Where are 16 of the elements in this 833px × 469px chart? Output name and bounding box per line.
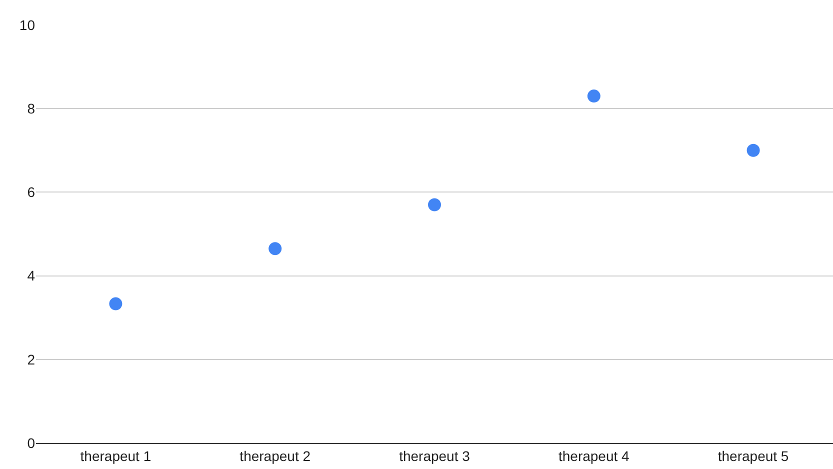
y-tick-label: 6 xyxy=(27,184,36,200)
point xyxy=(268,242,282,256)
x-tick-label: therapeut 5 xyxy=(718,448,789,464)
y-tick-label: 0 xyxy=(27,434,36,451)
y-tick-label: 4 xyxy=(27,268,36,284)
point xyxy=(587,90,600,103)
x-tick-label: therapeut 4 xyxy=(558,448,630,464)
x-tick-label: therapeut 3 xyxy=(399,448,470,464)
point xyxy=(109,297,122,310)
point xyxy=(428,198,441,212)
x-tick-label: therapeut 2 xyxy=(240,448,311,464)
y-tick-label: 8 xyxy=(27,100,36,116)
y-tick-label: 10 xyxy=(19,16,36,33)
point xyxy=(746,144,760,157)
x-tick-label: therapeut 1 xyxy=(80,448,152,464)
y-tick-label: 2 xyxy=(27,351,36,368)
